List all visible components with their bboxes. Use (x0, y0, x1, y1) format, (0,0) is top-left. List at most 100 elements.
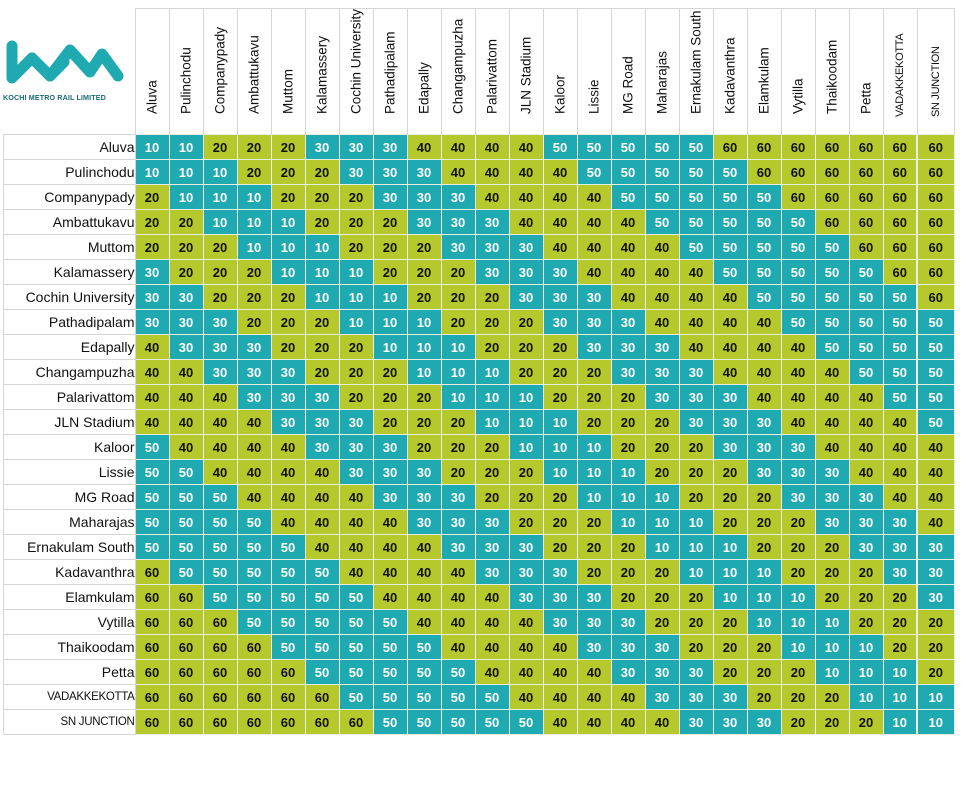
fare-cell: 50 (440, 659, 476, 685)
fare-cell: 10 (542, 409, 578, 435)
fare-cell: 20 (236, 259, 272, 285)
column-header: Thaikoodam (814, 8, 850, 135)
fare-cell: 30 (474, 559, 510, 585)
fare-cell: 30 (338, 134, 374, 160)
fare-cell: 30 (134, 309, 170, 335)
fare-cell: 30 (474, 509, 510, 535)
table-row: Kaloor 50 40 40 40 40 30 30 30 20 20 20 10 10 10 20 20 20… (3, 434, 955, 460)
fare-cell: 40 (474, 609, 510, 635)
fare-cell: 40 (542, 684, 578, 710)
column-header: JLN Stadium (508, 8, 544, 135)
fare-cell: 20 (474, 334, 510, 360)
fare-cell: 60 (202, 709, 238, 735)
row-header-label: Changampuzha (3, 359, 136, 385)
fare-cell: 10 (678, 559, 714, 585)
fare-cell: 20 (576, 509, 612, 535)
row-header-label: Pathadipalam (3, 309, 136, 335)
table-corner (4, 9, 136, 135)
column-header: MG Road (610, 8, 646, 135)
column-header: Vytilla (780, 8, 816, 135)
fare-cell: 30 (440, 209, 476, 235)
fare-cell: 10 (236, 209, 272, 235)
fare-cell: 50 (338, 584, 374, 610)
fare-cell: 50 (372, 609, 408, 635)
fare-cell: 20 (848, 584, 884, 610)
column-header-label: Kaloor (552, 74, 568, 114)
fare-cell: 20 (440, 259, 476, 285)
fare-cell: 40 (134, 384, 170, 410)
fare-cell: 20 (746, 634, 782, 660)
fare-cell: 30 (712, 709, 748, 735)
fare-cell: 30 (746, 459, 782, 485)
table-row: Muttom 20 20 20 10 10 10 20 20 20 30 30 30 40 40 40 40 50… (3, 234, 955, 260)
column-header-label: SN JUNCTION (929, 46, 942, 117)
fare-cell: 40 (168, 434, 204, 460)
fare-cell: 30 (372, 134, 408, 160)
row-header-label: Kalamassery (3, 259, 136, 285)
fare-cell: 20 (304, 159, 340, 185)
fare-cell: 40 (712, 284, 748, 310)
row-header-label: Maharajas (3, 509, 136, 535)
fare-cell: 20 (678, 484, 714, 510)
fare-cell: 30 (474, 234, 510, 260)
fare-cell: 30 (746, 709, 782, 735)
fare-cell: 30 (678, 359, 714, 385)
fare-cell: 50 (440, 709, 476, 735)
column-header-label: Vytilla (790, 78, 806, 114)
fare-cell: 10 (848, 684, 884, 710)
fare-cell: 20 (712, 609, 748, 635)
fare-cell: 50 (712, 159, 748, 185)
fare-cell: 20 (270, 134, 306, 160)
fare-cell: 50 (134, 434, 170, 460)
row-header-label: Thaikoodam (3, 634, 136, 660)
column-header-label: Thaikoodam (824, 39, 840, 114)
fare-cell: 20 (406, 234, 442, 260)
fare-cell: 30 (678, 709, 714, 735)
fare-cell: 50 (814, 259, 850, 285)
column-header: Aluva (134, 8, 170, 135)
fare-cell: 10 (644, 534, 680, 560)
fare-cell: 10 (576, 459, 612, 485)
fare-cell: 50 (644, 209, 680, 235)
column-header-label: MG Road (620, 56, 636, 114)
fare-cell: 40 (236, 484, 272, 510)
fare-cell: 50 (882, 334, 918, 360)
fare-cell: 20 (712, 509, 748, 535)
fare-cell: 50 (644, 159, 680, 185)
fare-cell: 30 (202, 309, 238, 335)
fare-cell: 20 (746, 659, 782, 685)
fare-cell: 40 (474, 184, 510, 210)
fare-cell: 20 (576, 559, 612, 585)
fare-cell: 30 (270, 384, 306, 410)
row-header-label: Petta (3, 659, 136, 685)
fare-cell: 30 (372, 159, 408, 185)
fare-cell: 20 (304, 184, 340, 210)
fare-cell: 50 (780, 259, 816, 285)
fare-cell: 30 (270, 409, 306, 435)
fare-cell: 30 (576, 284, 612, 310)
fare-cell: 20 (508, 509, 544, 535)
fare-cell: 10 (678, 509, 714, 535)
fare-cell: 20 (814, 684, 850, 710)
fare-cell: 60 (134, 584, 170, 610)
fare-cell: 20 (372, 234, 408, 260)
fare-cell: 20 (610, 384, 646, 410)
fare-cell: 50 (678, 209, 714, 235)
fare-cell: 50 (270, 609, 306, 635)
column-header-label: Ambattukavu (246, 35, 262, 114)
fare-cell: 60 (134, 709, 170, 735)
fare-cell: 30 (712, 434, 748, 460)
fare-cell: 30 (236, 334, 272, 360)
fare-cell: 60 (168, 584, 204, 610)
fare-cell: 20 (814, 534, 850, 560)
table-row: Pulinchodu 10 10 10 20 20 20 30 30 30 40 40 40 40 50 50… (3, 159, 955, 185)
fare-cell: 60 (848, 184, 884, 210)
fare-cell: 50 (848, 359, 884, 385)
fare-cell: 50 (304, 659, 340, 685)
fare-cell: 30 (576, 334, 612, 360)
fare-cell: 50 (814, 334, 850, 360)
fare-cell: 60 (338, 709, 374, 735)
fare-cell: 50 (270, 559, 306, 585)
fare-cell: 40 (576, 259, 612, 285)
fare-cell: 50 (780, 209, 816, 235)
